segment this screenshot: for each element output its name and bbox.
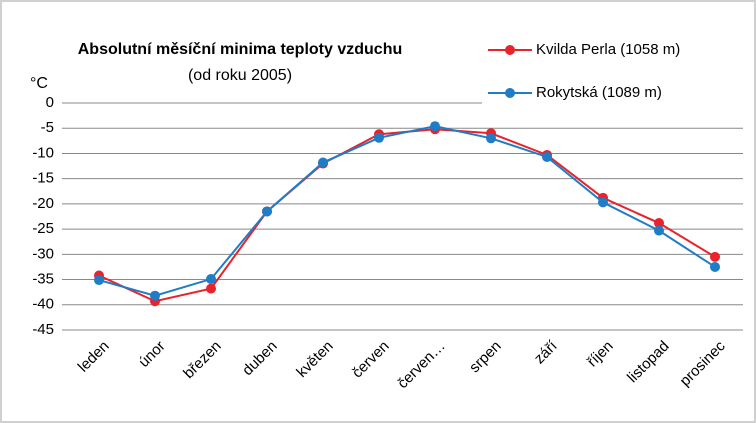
- data-point: [206, 274, 216, 285]
- data-point: [486, 133, 496, 144]
- data-point: [94, 275, 104, 286]
- chart-title: Absolutní měsíční minima teploty vzduchu: [78, 41, 402, 58]
- legend-background: [482, 28, 750, 108]
- data-point: [262, 206, 272, 217]
- data-point: [318, 157, 328, 168]
- data-point: [430, 121, 440, 132]
- legend-label: Kvilda Perla (1058 m): [536, 41, 680, 58]
- data-point: [206, 283, 216, 294]
- data-point: [150, 290, 160, 301]
- y-axis-label: °C: [30, 75, 48, 92]
- plot: [94, 121, 720, 307]
- data-point: [598, 197, 608, 208]
- y-tick-label: -5: [41, 119, 54, 136]
- series-line: [98, 125, 716, 297]
- y-tick-label: 0: [46, 94, 54, 111]
- y-tick-label: -15: [32, 170, 54, 187]
- y-tick-label: -40: [32, 296, 54, 313]
- y-tick-label: -25: [32, 220, 54, 237]
- y-tick-label: -20: [32, 195, 54, 212]
- data-point: [654, 218, 664, 229]
- y-tick-label: -35: [32, 271, 54, 288]
- data-point: [374, 132, 384, 143]
- y-tick-label: -10: [32, 144, 54, 161]
- data-point: [542, 151, 552, 162]
- chart-subtitle: (od roku 2005): [188, 67, 292, 84]
- data-point: [654, 225, 664, 236]
- legend-marker: [505, 88, 515, 98]
- data-point: [710, 261, 720, 272]
- y-tick-label: -45: [32, 321, 54, 338]
- legend-marker: [505, 45, 515, 55]
- data-point: [710, 251, 720, 262]
- legend-label: Rokytská (1089 m): [536, 84, 662, 101]
- y-tick-label: -30: [32, 245, 54, 262]
